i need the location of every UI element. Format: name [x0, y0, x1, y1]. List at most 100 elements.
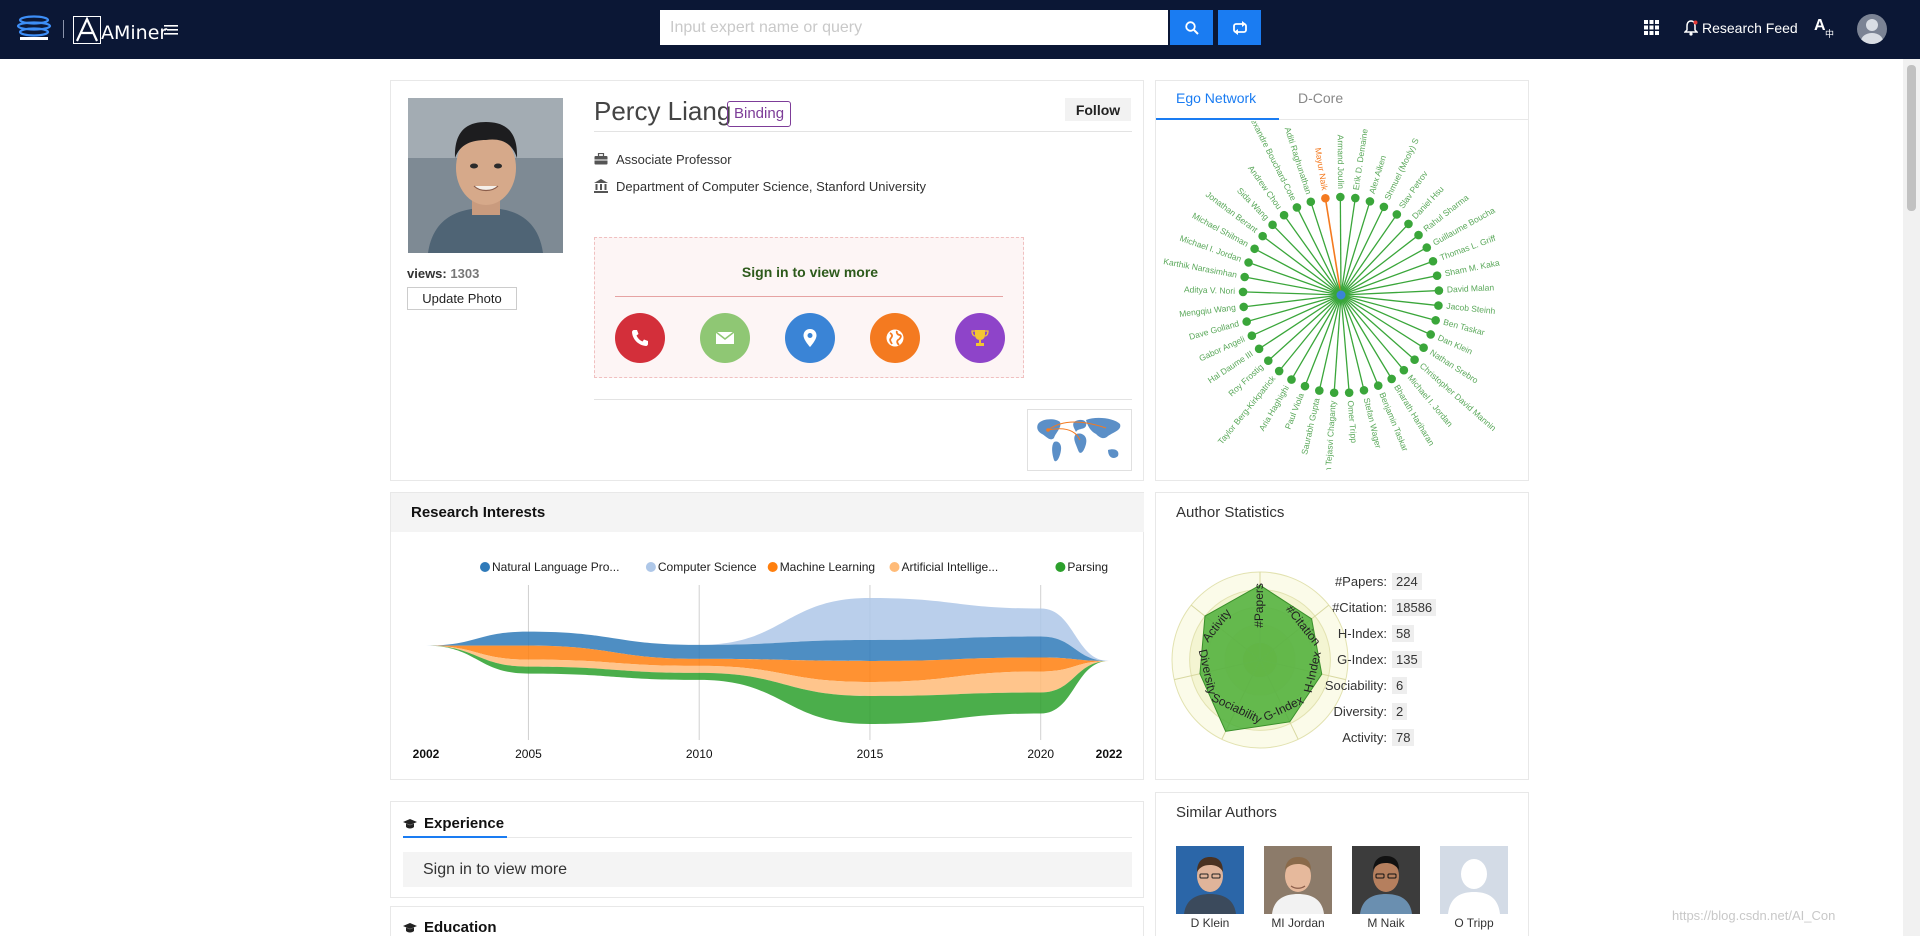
ego-node-label[interactable]: Omer Tripp: [1346, 400, 1360, 443]
ego-node[interactable]: [1292, 203, 1302, 212]
tab-ego-network[interactable]: Ego Network: [1176, 90, 1257, 106]
ego-node[interactable]: [1329, 388, 1339, 398]
ego-node[interactable]: [1240, 272, 1249, 282]
award-button[interactable]: [955, 313, 1005, 363]
ego-node[interactable]: [1379, 202, 1389, 212]
legend-label[interactable]: Artificial Intellige...: [902, 560, 999, 574]
signin-to-view-link[interactable]: Sign in to view more: [741, 264, 879, 280]
ego-node[interactable]: [1306, 197, 1316, 207]
legend-swatch[interactable]: [889, 562, 900, 572]
ego-node[interactable]: [1263, 356, 1273, 365]
search-button[interactable]: [1170, 10, 1213, 45]
ego-node[interactable]: [1239, 302, 1249, 312]
stream-layer[interactable]: [426, 645, 1109, 724]
ego-node-label[interactable]: Mayur Naik: [1313, 147, 1330, 192]
stream-layer[interactable]: [426, 645, 1109, 682]
ego-node[interactable]: [1434, 301, 1443, 310]
world-map-thumbnail[interactable]: [1027, 409, 1132, 471]
ego-node-label[interactable]: Karthik Narasimhan: [1163, 256, 1238, 280]
similar-author-photo[interactable]: [1352, 846, 1420, 914]
ego-node-label[interactable]: Saurabh Gupta: [1299, 397, 1322, 456]
ego-node[interactable]: [1279, 210, 1289, 220]
ego-node-label[interactable]: Paul Viola: [1283, 391, 1306, 430]
ego-node[interactable]: [1432, 271, 1442, 280]
legend-label[interactable]: Machine Learning: [780, 560, 875, 574]
tab-d-core[interactable]: D-Core: [1298, 90, 1344, 106]
ego-node-label[interactable]: Armand Joulin: [1336, 135, 1346, 190]
ego-node[interactable]: [1238, 287, 1248, 297]
experience-signin-link[interactable]: Sign in to view more: [403, 852, 1132, 887]
switch-search-button[interactable]: [1218, 10, 1261, 45]
acm-logo-icon[interactable]: [16, 14, 52, 42]
ego-node[interactable]: [1373, 381, 1383, 390]
ego-node[interactable]: [1287, 375, 1296, 384]
ego-node[interactable]: [1247, 331, 1257, 340]
ego-node[interactable]: [1268, 220, 1277, 230]
ego-node[interactable]: [1274, 366, 1284, 376]
ego-node[interactable]: [1410, 355, 1419, 365]
ego-node[interactable]: [1351, 193, 1360, 203]
similar-author-name[interactable]: O Tripp: [1454, 916, 1494, 930]
similar-author-photo[interactable]: [1176, 846, 1244, 914]
legend-label[interactable]: Parsing: [1067, 560, 1108, 574]
ego-node[interactable]: [1434, 286, 1444, 295]
ego-node-label[interactable]: Arun Tejasvi Chaganty: [1322, 400, 1338, 470]
page-scrollbar[interactable]: [1903, 59, 1920, 936]
similar-author-photo[interactable]: [1264, 846, 1332, 914]
ego-node-label[interactable]: Jacob Steinh: [1446, 301, 1496, 316]
stream-layer[interactable]: [426, 631, 1109, 661]
ego-node[interactable]: [1387, 374, 1396, 384]
scrollbar-thumb[interactable]: [1907, 65, 1916, 211]
language-icon[interactable]: A 中: [1814, 15, 1836, 39]
ego-node[interactable]: [1399, 365, 1409, 375]
research-feed-link[interactable]: Research Feed: [1684, 17, 1798, 39]
ego-node[interactable]: [1336, 192, 1345, 202]
phone-button[interactable]: [615, 313, 665, 363]
homepage-button[interactable]: [870, 313, 920, 363]
ego-node[interactable]: [1344, 388, 1354, 397]
menu-icon[interactable]: [164, 24, 178, 36]
ego-node[interactable]: [1300, 381, 1310, 391]
ego-node[interactable]: [1250, 244, 1259, 254]
aminer-logo[interactable]: AMiner: [73, 14, 167, 44]
ego-node[interactable]: [1404, 219, 1413, 229]
ego-node[interactable]: [1414, 230, 1423, 240]
similar-author-name[interactable]: D Klein: [1190, 916, 1230, 930]
ego-node-label[interactable]: Aditya V. Nori: [1184, 284, 1236, 296]
ego-node-label[interactable]: Erik D. Demaine: [1351, 128, 1370, 191]
legend-label[interactable]: Natural Language Pro...: [492, 560, 619, 574]
radar-area[interactable]: [1199, 584, 1323, 732]
update-photo-button[interactable]: Update Photo: [407, 287, 517, 310]
ego-node-label[interactable]: David Malan: [1447, 282, 1495, 294]
legend-swatch[interactable]: [1055, 562, 1066, 572]
apps-grid-icon[interactable]: [1644, 20, 1659, 35]
research-interests-streamgraph[interactable]: Natural Language Pro... Computer Science M…: [391, 540, 1144, 776]
ego-node-label[interactable]: Mengqiu Wang: [1179, 302, 1237, 319]
ego-node[interactable]: [1392, 210, 1402, 219]
legend-label[interactable]: Computer Science: [658, 560, 757, 574]
user-avatar[interactable]: [1857, 14, 1887, 44]
ego-node[interactable]: [1242, 317, 1251, 326]
ego-node[interactable]: [1359, 385, 1369, 395]
similar-author-name[interactable]: M Naik: [1367, 916, 1405, 930]
ego-node[interactable]: [1419, 343, 1428, 353]
search-input[interactable]: [660, 10, 1168, 45]
follow-button[interactable]: Follow: [1065, 98, 1131, 121]
ego-node[interactable]: [1431, 316, 1440, 325]
ego-center-node[interactable]: [1336, 290, 1346, 300]
location-button[interactable]: [785, 313, 835, 363]
similar-author-photo[interactable]: [1440, 846, 1508, 914]
ego-node-label[interactable]: Stefan Wager: [1362, 397, 1384, 450]
legend-swatch[interactable]: [767, 562, 778, 572]
ego-node-label[interactable]: Sham M. Kaka: [1444, 257, 1501, 278]
ego-node[interactable]: [1365, 197, 1375, 206]
ego-network-graph[interactable]: Mayur Naik Armand Joulin Erik D. DemaineAl…: [1156, 121, 1528, 470]
ego-node[interactable]: [1258, 231, 1267, 241]
ego-node[interactable]: [1422, 243, 1432, 252]
ego-node[interactable]: [1428, 256, 1438, 266]
legend-swatch[interactable]: [645, 562, 656, 572]
ego-node-label[interactable]: Ben Taskar: [1442, 317, 1486, 338]
stream-layer[interactable]: [426, 598, 1109, 661]
stream-layer[interactable]: [426, 645, 1109, 696]
similar-author-name[interactable]: MI Jordan: [1271, 916, 1325, 930]
